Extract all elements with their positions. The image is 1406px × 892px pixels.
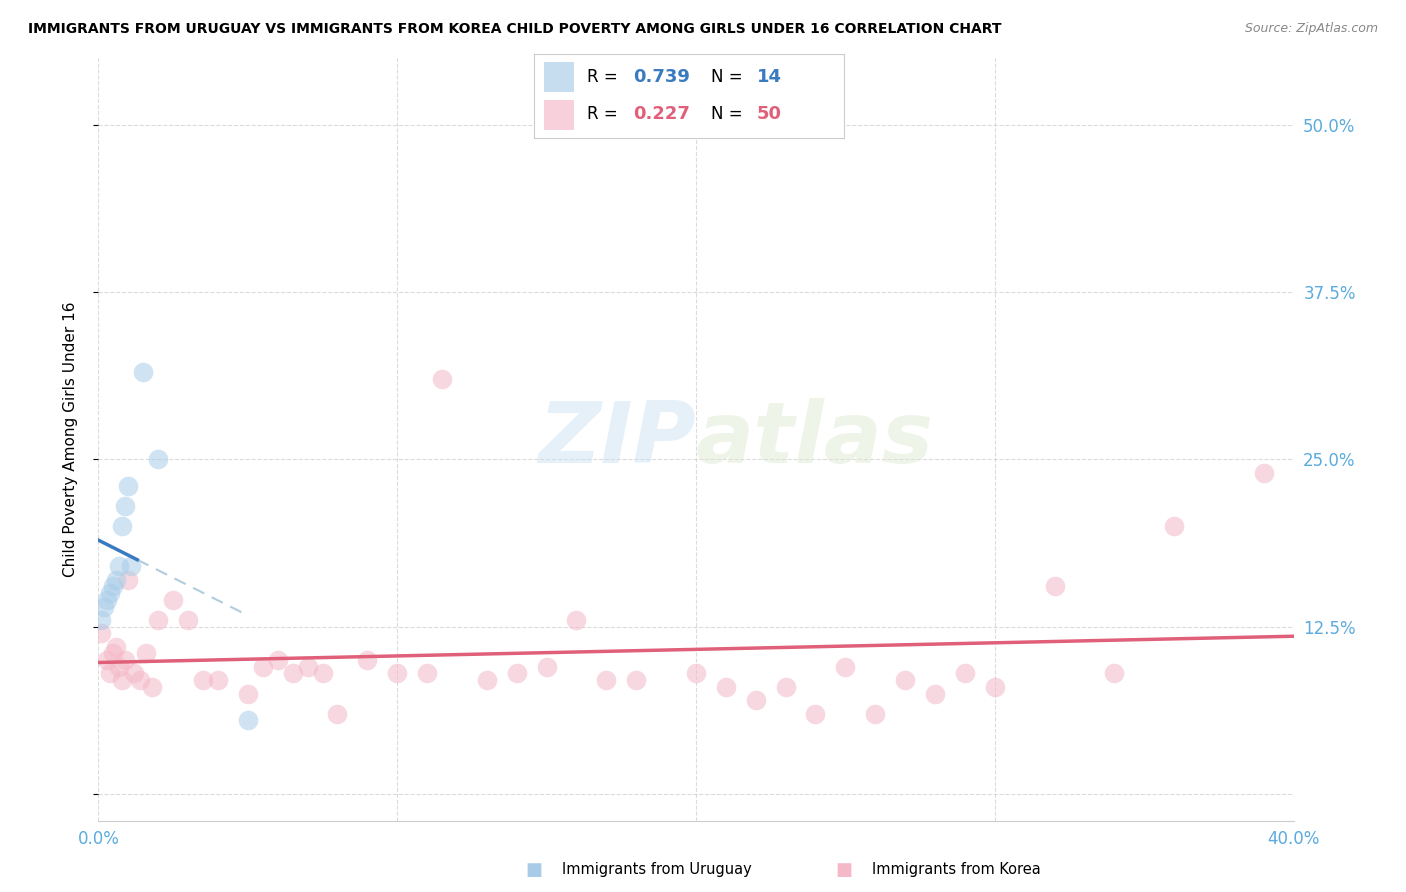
Point — [114, 653, 136, 667]
Bar — [544, 100, 575, 130]
Point — [93, 599, 115, 614]
Point — [894, 673, 917, 688]
Point — [714, 680, 737, 694]
Point — [96, 592, 118, 607]
Point — [953, 666, 976, 681]
Point — [385, 666, 409, 681]
Point — [96, 653, 118, 667]
Bar — [544, 62, 575, 92]
Point — [90, 613, 112, 627]
Point — [1043, 580, 1066, 594]
Text: 50: 50 — [756, 105, 782, 123]
Text: N =: N = — [710, 105, 748, 123]
Point — [775, 680, 797, 694]
Point — [129, 673, 152, 688]
Point — [252, 660, 274, 674]
Point — [98, 586, 122, 600]
Point — [565, 613, 588, 627]
Text: ZIP: ZIP — [538, 398, 696, 481]
Text: ■: ■ — [526, 861, 543, 879]
Point — [111, 519, 134, 533]
Y-axis label: Child Poverty Among Girls Under 16: Child Poverty Among Girls Under 16 — [63, 301, 77, 577]
Point — [98, 666, 122, 681]
Text: IMMIGRANTS FROM URUGUAY VS IMMIGRANTS FROM KOREA CHILD POVERTY AMONG GIRLS UNDER: IMMIGRANTS FROM URUGUAY VS IMMIGRANTS FR… — [28, 22, 1001, 37]
Point — [108, 559, 131, 574]
Point — [191, 673, 214, 688]
Point — [326, 706, 349, 721]
Point — [105, 573, 128, 587]
Point — [124, 666, 146, 681]
Point — [148, 613, 170, 627]
Text: 14: 14 — [756, 68, 782, 86]
Point — [281, 666, 304, 681]
Point — [236, 687, 259, 701]
Point — [984, 680, 1007, 694]
Point — [356, 653, 378, 667]
Text: R =: R = — [586, 105, 623, 123]
Point — [90, 626, 112, 640]
Point — [924, 687, 946, 701]
Point — [804, 706, 827, 721]
Point — [865, 706, 887, 721]
Text: 0.739: 0.739 — [633, 68, 690, 86]
Point — [297, 660, 319, 674]
Point — [311, 666, 333, 681]
Text: Immigrants from Korea: Immigrants from Korea — [872, 863, 1040, 877]
Point — [111, 673, 134, 688]
Point — [834, 660, 856, 674]
Point — [103, 580, 125, 594]
Point — [117, 573, 139, 587]
Point — [103, 646, 125, 660]
Point — [114, 500, 136, 514]
Point — [132, 366, 155, 380]
Point — [595, 673, 617, 688]
Point — [267, 653, 290, 667]
Text: 0.227: 0.227 — [633, 105, 690, 123]
Point — [135, 646, 157, 660]
Point — [475, 673, 498, 688]
Text: Source: ZipAtlas.com: Source: ZipAtlas.com — [1244, 22, 1378, 36]
Point — [207, 673, 229, 688]
Text: N =: N = — [710, 68, 748, 86]
Point — [685, 666, 707, 681]
Text: Immigrants from Uruguay: Immigrants from Uruguay — [562, 863, 752, 877]
Point — [105, 640, 128, 654]
Point — [506, 666, 529, 681]
Text: R =: R = — [586, 68, 623, 86]
Point — [236, 714, 259, 728]
Point — [1104, 666, 1126, 681]
Point — [745, 693, 768, 707]
Point — [416, 666, 439, 681]
Point — [120, 559, 142, 574]
Point — [148, 452, 170, 467]
Point — [162, 592, 184, 607]
Point — [1253, 466, 1275, 480]
Point — [141, 680, 163, 694]
Point — [430, 372, 453, 386]
Point — [626, 673, 648, 688]
Point — [1163, 519, 1185, 533]
Text: atlas: atlas — [696, 398, 934, 481]
Text: ■: ■ — [835, 861, 852, 879]
Point — [108, 660, 131, 674]
Point — [117, 479, 139, 493]
Point — [536, 660, 558, 674]
Point — [177, 613, 200, 627]
